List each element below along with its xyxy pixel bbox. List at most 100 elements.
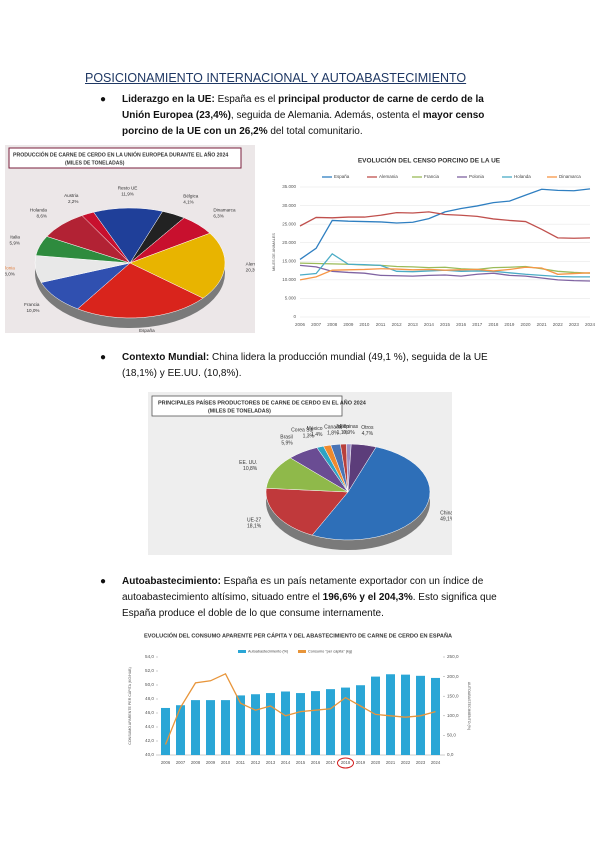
eu-production-chart: PRODUCCIÓN DE CARNE DE CERDO EN LA UNIÓN… bbox=[5, 145, 255, 333]
text-run: . Esto significa que España produce el d… bbox=[122, 592, 497, 619]
chart-title: PRINCIPALES PAÍSES PRODUCTORES DE CARNE … bbox=[158, 398, 367, 406]
x-tick-label: 2018 bbox=[488, 322, 499, 327]
slice-value: 4,7% bbox=[362, 431, 374, 437]
y2-tick-label: 50,0 bbox=[447, 733, 456, 738]
slice-label: Canadá bbox=[324, 425, 342, 431]
legend-label: Francia bbox=[424, 174, 440, 179]
slice-value: 18,1% bbox=[247, 523, 262, 529]
line-series bbox=[299, 211, 591, 239]
slice-label: Brasil bbox=[280, 434, 293, 440]
pie-slice bbox=[93, 207, 163, 264]
x-tick-label: 2020 bbox=[521, 322, 532, 327]
x-tick-label: 2007 bbox=[176, 760, 186, 765]
slice-value: 1,8% bbox=[327, 431, 339, 437]
x-tick-label: 2017 bbox=[472, 322, 483, 327]
bar bbox=[401, 674, 410, 755]
pie-slice bbox=[129, 232, 226, 299]
x-tick-label: 2010 bbox=[221, 760, 231, 765]
slice-value: 1,1% bbox=[337, 430, 349, 436]
bar bbox=[431, 677, 440, 755]
bar bbox=[296, 693, 305, 755]
x-tick-label: 2015 bbox=[296, 760, 306, 765]
slice-value: 4,1% bbox=[183, 200, 193, 205]
slice-label: UE-27 bbox=[247, 517, 261, 523]
slice-value: 8,6% bbox=[37, 213, 47, 218]
text-run: China lidera la producción mundial (49,1… bbox=[122, 352, 488, 379]
x-tick-label: 2011 bbox=[236, 760, 246, 765]
chart-subtitle: (MILES DE TONELADAS) bbox=[208, 408, 271, 414]
slice-label: Alemania bbox=[246, 262, 255, 267]
slice-label: México bbox=[307, 426, 323, 432]
line-series bbox=[299, 264, 591, 282]
y-tick-label: 44,0 bbox=[145, 724, 154, 729]
bar bbox=[206, 700, 215, 755]
self-supply-chart: EVOLUCIÓN DEL CONSUMO APARENTE PER CÁPIT… bbox=[118, 627, 478, 770]
x-tick-label: 2012 bbox=[392, 322, 403, 327]
y-tick-label: 10.000 bbox=[282, 277, 296, 282]
chart-title: EVOLUCIÓN DEL CONSUMO APARENTE PER CÁPIT… bbox=[144, 631, 452, 639]
x-tick-label: 2008 bbox=[191, 760, 201, 765]
x-tick-label: 2019 bbox=[504, 322, 515, 327]
y-tick-label: 46,0 bbox=[145, 710, 154, 715]
slice-value: 8,0% bbox=[5, 271, 15, 276]
x-tick-label: 2020 bbox=[371, 760, 381, 765]
y2-tick-label: 150,0 bbox=[447, 693, 459, 698]
y2-tick-label: 250,0 bbox=[447, 654, 459, 659]
legend-label: Polonia bbox=[469, 174, 485, 179]
eu-census-chart: EVOLUCIÓN DEL CENSO PORCINO DE LA UE 0 5.0… bbox=[260, 145, 598, 333]
y2-tick-label: 0,0 bbox=[447, 752, 454, 757]
slice-label: Bélgica bbox=[183, 194, 199, 199]
slice-value: 2,2% bbox=[68, 199, 78, 204]
y2-tick-label: 100,0 bbox=[447, 713, 459, 718]
bar bbox=[176, 705, 185, 755]
y-axis-label: CONSUMO APARENTE PER CÁPITA (KG/HAB) bbox=[128, 667, 132, 745]
y-tick-label: 0 bbox=[293, 314, 296, 319]
slice-label: EE. UU. bbox=[239, 460, 257, 466]
x-tick-label: 2008 bbox=[327, 322, 338, 327]
line-series bbox=[299, 188, 591, 260]
x-tick-label: 2017 bbox=[326, 760, 336, 765]
x-tick-label: 2009 bbox=[206, 760, 216, 765]
x-tick-label: 2012 bbox=[251, 760, 261, 765]
y-tick-label: 52,0 bbox=[145, 668, 154, 673]
x-tick-label: 2018 bbox=[341, 760, 351, 765]
x-tick-label: 2024 bbox=[431, 760, 441, 765]
y-tick-label: 54,0 bbox=[145, 654, 154, 659]
y-tick-label: 50,0 bbox=[145, 682, 154, 687]
slice-value: 5,9% bbox=[10, 241, 20, 246]
x-tick-label: 2023 bbox=[569, 322, 580, 327]
x-tick-label: 2016 bbox=[456, 322, 467, 327]
y-tick-label: 30.000 bbox=[282, 203, 296, 208]
x-tick-label: 2014 bbox=[281, 760, 291, 765]
y-tick-label: 5.000 bbox=[285, 296, 297, 301]
bar bbox=[371, 676, 380, 755]
x-tick-label: 2006 bbox=[295, 322, 306, 327]
bullet-dot: ● bbox=[100, 576, 107, 587]
text-run: Contexto Mundial: bbox=[122, 352, 210, 363]
heading: POSICIONAMIENTO INTERNACIONAL Y AUTOABAS… bbox=[85, 71, 467, 85]
chart-subtitle: (MILES DE TONELADAS) bbox=[65, 160, 125, 166]
x-tick-label: 2019 bbox=[356, 760, 366, 765]
x-tick-label: 2021 bbox=[386, 760, 396, 765]
text-run: , seguida de Alemania. Además, ostenta e… bbox=[230, 110, 423, 121]
slice-label: Italia bbox=[10, 235, 20, 240]
slice-value: 49,1% bbox=[440, 517, 452, 523]
slice-label: Japón bbox=[336, 424, 350, 430]
slice-label: Otros bbox=[361, 425, 374, 431]
text-run: España es un país netamente exportador c… bbox=[122, 576, 484, 603]
x-tick-label: 2014 bbox=[424, 322, 435, 327]
chart-title: PRODUCCIÓN DE CARNE DE CERDO EN LA UNIÓN… bbox=[13, 150, 228, 158]
legend-swatch bbox=[238, 650, 246, 653]
pie-slice bbox=[77, 262, 204, 319]
slice-label: Polonia bbox=[5, 265, 15, 270]
text-run: mayor censo porcino de la UE con un 26,2… bbox=[122, 110, 485, 137]
bar bbox=[221, 700, 230, 755]
x-tick-label: 2007 bbox=[311, 322, 322, 327]
bullet-dot: ● bbox=[100, 94, 107, 105]
slice-value: 10,8% bbox=[243, 466, 258, 472]
y-tick-label: 35.000 bbox=[282, 184, 296, 189]
text-run: 196,6% y el 204,3% bbox=[322, 592, 413, 603]
bar bbox=[191, 700, 200, 755]
bar bbox=[311, 691, 320, 755]
world-production-chart: PRINCIPALES PAÍSES PRODUCTORES DE CARNE … bbox=[148, 392, 452, 555]
